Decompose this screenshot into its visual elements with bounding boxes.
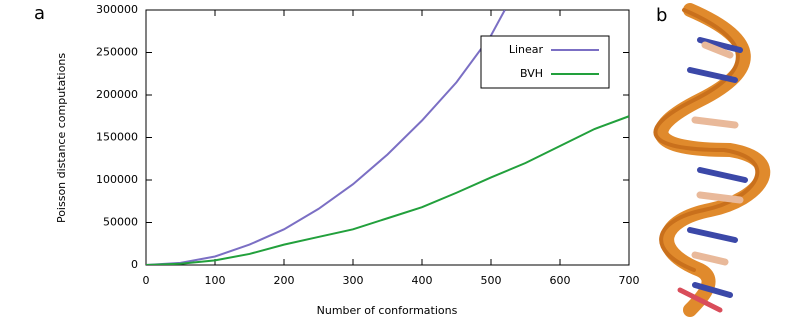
y-tick-label: 50000 <box>103 216 138 229</box>
x-tick-label: 300 <box>343 274 364 287</box>
panel-label: a <box>34 3 45 24</box>
y-tick-label: 300000 <box>96 3 138 16</box>
data-line <box>146 10 506 265</box>
x-tick-label: 200 <box>274 274 295 287</box>
data-line <box>146 115 629 265</box>
y-tick-label: 250000 <box>96 46 138 59</box>
x-tick-label: 500 <box>481 274 502 287</box>
x-tick-label: 700 <box>619 274 640 287</box>
legend-box <box>480 35 610 89</box>
x-tick-label: 600 <box>550 274 571 287</box>
y-axis-label: Poisson distance computations <box>55 53 68 223</box>
panel-label: b <box>656 5 667 26</box>
legend-label: Linear <box>509 43 544 56</box>
plot-lines <box>146 10 629 265</box>
y-tick-label: 100000 <box>96 173 138 186</box>
y-tick-label: 200000 <box>96 88 138 101</box>
legend-label: BVH <box>520 67 543 80</box>
x-tick-label: 0 <box>143 274 150 287</box>
x-tick-label: 100 <box>205 274 226 287</box>
y-tick-label: 0 <box>131 258 138 271</box>
rna-helix-image <box>653 3 771 317</box>
x-axis-label: Number of conformations <box>317 304 458 317</box>
x-tick-label: 400 <box>412 274 433 287</box>
y-tick-label: 150000 <box>96 131 138 144</box>
